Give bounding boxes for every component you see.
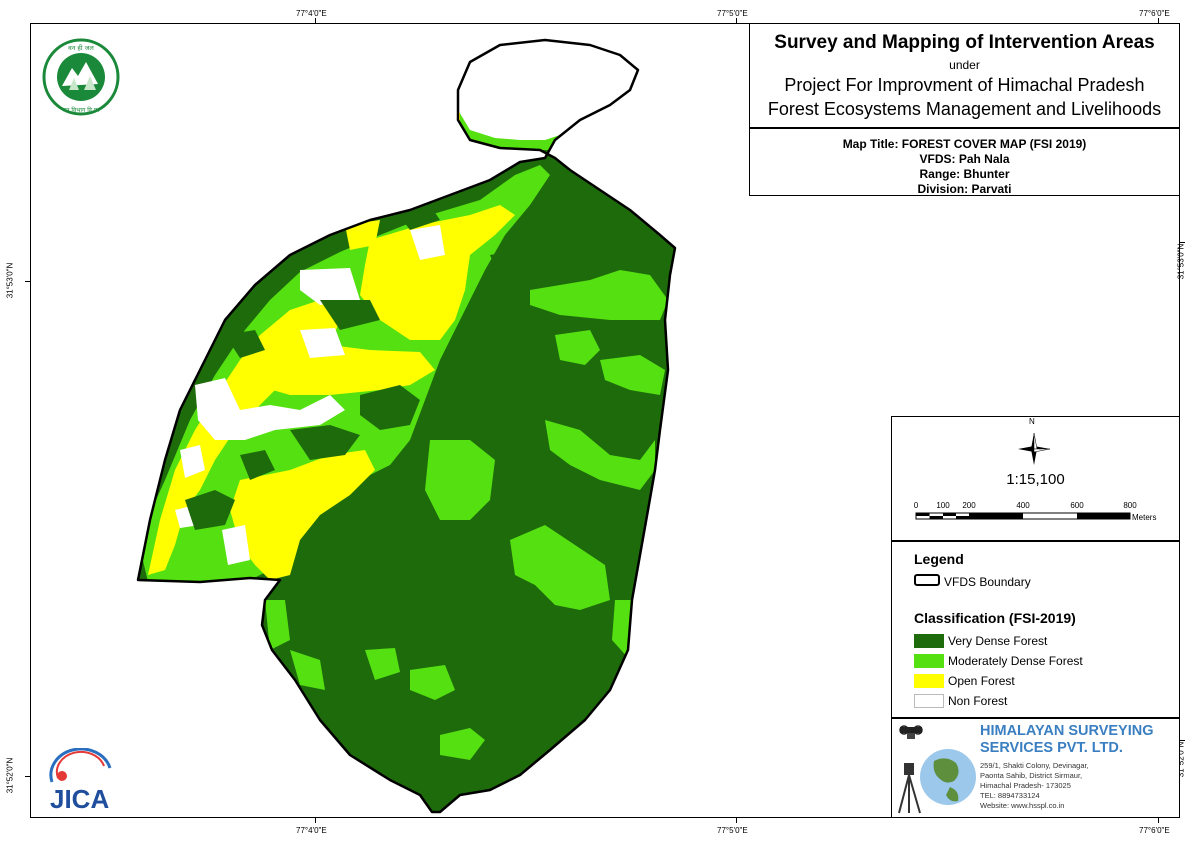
project-title-line2: Forest Ecosystems Management and Livelih… [767,99,1162,119]
scalebar-label: 600 [1070,501,1084,510]
scalebar-label: 400 [1016,501,1030,510]
hp-forest-department-logo: वन ही जल वन विभाग हि.प्र. [42,38,120,116]
scalebar-label: 800 [1123,501,1137,510]
legend-panel: Legend VFDS Boundary Classification (FSI… [891,541,1180,718]
very-dense-forest-patches [185,205,525,530]
project-title-line1: Project For Improvment of Himachal Prade… [784,75,1145,95]
legend-label: Non Forest [948,694,1008,708]
graticule-tick [1158,818,1159,823]
graticule-tick [315,18,316,23]
scalebar-label: 100 [936,501,950,510]
scale-unit: Meters [1132,513,1157,522]
title-panel: Survey and Mapping of Intervention Areas… [749,23,1180,128]
graticule-tick [736,818,737,823]
jica-logo: JICA [49,748,112,812]
legend-swatch [914,654,944,668]
longitude-label-bottom: 77°6'0"E [1139,826,1170,835]
legend-swatch [914,674,944,688]
graticule-tick [1180,242,1185,243]
classification-title: Classification (FSI-2019) [914,610,1076,626]
longitude-label-bottom: 77°5'0"E [717,826,748,835]
company-website[interactable]: Website: www.hsspl.co.in [980,801,1065,810]
jica-text: JICA [50,784,109,812]
graticule-tick [1158,18,1159,23]
longitude-label-top: 77°6'0"E [1139,9,1170,18]
non-forest-areas [175,225,445,565]
survey-title: Survey and Mapping of Intervention Areas [774,32,1155,53]
company-panel: HIMALAYAN SURVEYING SERVICES PVT. LTD. 2… [891,718,1180,818]
legend-title: Legend [914,551,964,567]
company-name-line1: HIMALAYAN SURVEYING [980,723,1154,739]
north-arrow-icon [1018,432,1051,465]
legend-label: Very Dense Forest [948,634,1048,648]
svg-text:वन ही जल: वन ही जल [68,44,94,52]
latitude-label-right: 31°53'0"N [1176,243,1186,280]
graticule-tick [736,18,737,23]
company-address: 259/1, Shakti Colony, Devinagar, Paonta … [980,761,1089,811]
longitude-label-top: 77°5'0"E [717,9,748,18]
map-info-panel: Map Title: FOREST COVER MAP (FSI 2019) V… [749,128,1180,196]
latitude-label-left: 31°52'0"N [5,757,15,794]
scalebar-label: 200 [962,501,976,510]
title-under: under [949,58,980,72]
longitude-label-top: 77°4'0"E [296,9,327,18]
scale-bar [915,512,1131,520]
north-label: N [1029,417,1035,426]
boundary-label: VFDS Boundary [944,575,1031,589]
company-name-line2: SERVICES PVT. LTD. [980,740,1123,756]
scale-ratio: 1:15,100 [1006,471,1065,488]
address-line: Paonta Sahib, District Sirmaur, [980,771,1083,780]
longitude-label-bottom: 77°4'0"E [296,826,327,835]
graticule-tick [1180,740,1185,741]
svg-text:वन विभाग हि.प्र.: वन विभाग हि.प्र. [63,106,100,114]
forest-cover-map[interactable] [30,23,750,818]
vfds-boundary [136,38,677,814]
map-title: Map Title: FOREST COVER MAP (FSI 2019) [842,137,1087,151]
graticule-tick [315,818,316,823]
range-name: Range: Bhunter [919,167,1010,181]
legend-swatch [914,634,944,648]
scalebar-label: 0 [913,501,919,510]
company-name: HIMALAYAN SURVEYING SERVICES PVT. LTD. [980,723,1154,757]
open-forest-areas [148,90,515,580]
legend-label: Open Forest [948,674,1015,688]
boundary-swatch [914,574,940,586]
division-name: Division: Parvati [917,182,1012,196]
scale-panel: N 1:15,100 0 100 200 400 600 800 Meters [891,416,1180,541]
legend-label: Moderately Dense Forest [948,654,1083,668]
legend-swatch [914,694,944,708]
address-line: 259/1, Shakti Colony, Devinagar, [980,761,1089,770]
company-phone: TEL: 8894733124 [980,791,1040,800]
graticule-tick [25,776,30,777]
non-forest-north-lobe [458,40,638,140]
address-line: Himachal Pradesh- 173025 [980,781,1071,790]
graticule-tick [25,281,30,282]
surveyor-logo [898,725,976,814]
vfds-name: VFDS: Pah Nala [919,152,1010,166]
latitude-label-left: 31°53'0"N [5,262,15,299]
